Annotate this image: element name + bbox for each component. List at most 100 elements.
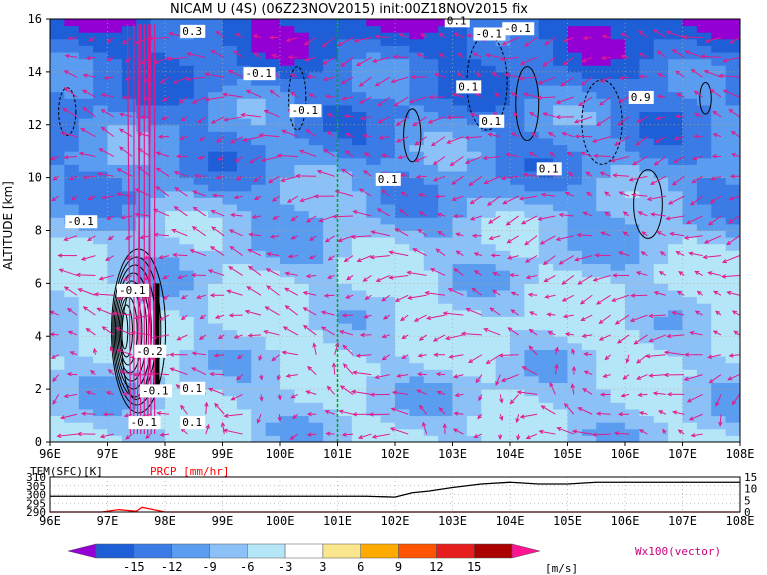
wind-vector-head [649,180,655,185]
shading-cell [510,111,525,119]
shading-cell [409,283,425,291]
shading-cell [682,104,698,113]
contour-loop [288,66,307,131]
shading-cell [337,184,353,192]
wind-vector [186,76,206,80]
wind-vector-head [570,383,575,389]
wind-vector [248,265,262,276]
shading-cell [682,118,698,126]
shading-cell [711,296,727,304]
shading-cell [495,402,511,410]
shading-cell [510,270,525,278]
wind-vector [264,330,280,336]
wind-vector-head [196,294,202,300]
wind-vector-head [305,218,311,223]
shading-cell [323,256,338,265]
shading-cell [294,270,310,278]
shading-cell [610,276,626,284]
wind-vector [537,96,556,99]
shading-cell [596,38,612,46]
shading-cell [639,45,655,53]
shading-cell [193,323,209,331]
wind-vector [729,37,740,44]
wind-vector-head [234,157,240,163]
shading-cell [78,19,94,27]
wind-vector-head [374,82,380,87]
shading-cell [610,395,626,403]
wind-vector [695,310,703,316]
wind-vector [524,235,538,246]
wind-vector [436,373,446,376]
wind-vector [563,314,574,318]
shading-cell [466,316,482,324]
shading-cell [165,25,180,33]
shading-cell [193,104,209,113]
shading-cell [193,171,209,179]
shading-cell [438,190,453,198]
shading-cell [64,118,80,126]
wind-vector-head [492,289,498,295]
shading-cell [538,408,554,417]
shading-cell [553,256,568,265]
shading-cell [93,263,108,271]
shading-cell [380,323,396,331]
shading-cell [639,362,655,370]
wind-vector [575,255,593,261]
wind-vector-head [363,152,369,157]
shading-cell [193,210,209,218]
shading-cell [668,98,683,106]
wind-vector-head [332,214,338,219]
shading-cell [208,329,223,337]
shading-cell [107,171,123,179]
shading-cell [510,289,525,298]
shading-cell [380,422,396,430]
contour-loop [699,81,712,115]
shading-cell [294,422,310,430]
shading-cell [50,217,65,225]
wind-vector-head [64,53,70,59]
shading-cell [438,435,453,443]
wind-vector [395,228,409,237]
surface-x-tick: 103E [438,514,467,528]
shading-cell [165,323,180,331]
wind-vector [217,156,225,161]
wind-vector [205,96,225,101]
shading-cell [308,98,324,106]
wind-vector-head [400,191,406,196]
wind-vector-head [253,177,259,183]
wind-vector-head [547,331,553,336]
wind-vector-head [540,405,546,410]
shading-cell [653,38,669,46]
shading-cell [380,336,396,344]
shading-cell [538,402,554,410]
shading-cell [524,408,540,417]
wind-vector-head [730,153,737,158]
shading-cell [581,210,597,218]
shading-cell [653,137,669,146]
wind-vector [303,291,317,296]
wind-vector [547,313,556,316]
wind-vector-head [60,131,66,136]
shading-cell [510,98,525,106]
shading-cell [179,204,195,212]
shading-cell [308,58,324,66]
shading-cell [351,223,367,231]
shading-cell [409,223,425,231]
y-tick-label: 12 [28,118,42,132]
shading-cell [50,91,65,99]
shading-cell [610,243,626,251]
shading-cell [668,336,683,344]
wind-vector-head [359,99,365,104]
shading-cell [265,19,281,27]
wind-vector-head [342,363,348,368]
shading-cell [179,369,195,377]
wind-vector [211,226,225,237]
shading-cell [251,356,267,364]
shading-cell [610,137,626,146]
shading-cell [625,263,640,271]
wind-vector [692,175,703,184]
wind-vector-head [472,52,478,57]
shading-cell [553,144,568,152]
shading-cell [452,369,468,377]
